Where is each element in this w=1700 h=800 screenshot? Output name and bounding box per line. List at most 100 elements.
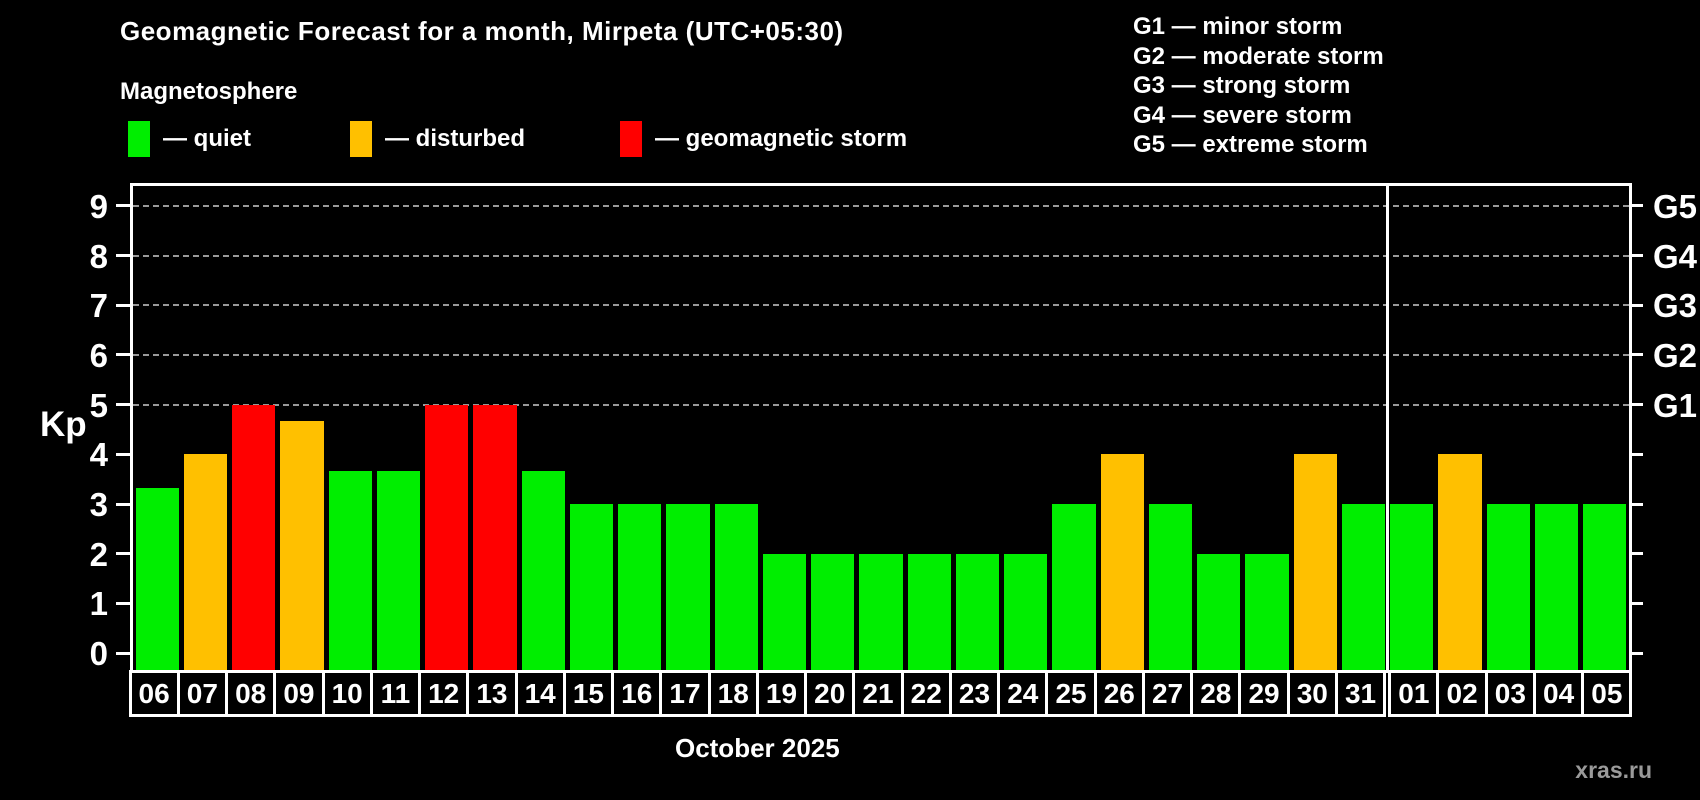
y-tick-left-6 (116, 353, 130, 357)
y-tick-left-7 (116, 303, 130, 307)
bar-day-22 (907, 553, 951, 673)
y-tick-right-7 (1629, 303, 1643, 307)
bar-day-27 (1148, 504, 1193, 673)
day-label-09: 09 (273, 670, 325, 717)
g-axis-label-g3: G3 (1653, 287, 1698, 325)
day-label-12: 12 (418, 670, 470, 717)
y-tick-left-1 (116, 601, 130, 605)
day-label-19: 19 (755, 670, 808, 717)
bar-day-07 (183, 454, 227, 673)
day-label-02: 02 (1436, 670, 1488, 717)
x-axis-title: October 2025 (674, 733, 840, 763)
day-label-26: 26 (1093, 670, 1145, 717)
day-label-10: 10 (321, 670, 373, 717)
y-tick-left-3 (116, 502, 130, 506)
y-tick-label-5: 5 (89, 386, 108, 424)
bar-day-01 (1390, 504, 1434, 673)
plot-area: 0 1 2 3 4 5 6 7 8 9 G1 G2 G3 G4 G5 (90, 183, 1697, 673)
day-label-22: 22 (900, 670, 952, 717)
y-tick-right-3 (1629, 502, 1643, 506)
bar-day-14 (521, 470, 565, 673)
bar-day-12 (425, 404, 469, 673)
bar-day-26 (1100, 454, 1144, 673)
g-legend-line-g4: G4 — severe storm (1133, 101, 1352, 129)
y-tick-right-9 (1629, 204, 1643, 208)
y-tick-label-8: 8 (89, 237, 108, 275)
g-legend-line-g1: G1 — minor storm (1133, 13, 1343, 40)
bar-day-11 (376, 470, 421, 673)
y-tick-right-1 (1629, 601, 1643, 605)
storm-swatch-icon (620, 121, 642, 157)
y-tick-right-6 (1629, 353, 1643, 357)
day-label-05: 05 (1581, 670, 1633, 717)
day-label-23: 23 (948, 670, 1001, 717)
day-label-08: 08 (225, 670, 277, 717)
day-label-16: 16 (611, 670, 663, 717)
day-label-21: 21 (852, 670, 904, 717)
bar-day-04 (1534, 504, 1579, 673)
day-label-28: 28 (1190, 670, 1242, 717)
y-tick-label-3: 3 (89, 486, 108, 524)
day-label-07: 07 (176, 670, 228, 717)
day-label-13: 13 (466, 670, 518, 717)
bar-day-09 (280, 421, 324, 673)
legend-item-storm: — geomagnetic storm (620, 120, 907, 158)
bar-day-28 (1197, 553, 1241, 673)
y-tick-right-0 (1629, 651, 1643, 655)
bar-day-17 (666, 504, 710, 673)
y-tick-label-2: 2 (89, 535, 108, 573)
grid-line-kp6 (133, 353, 1629, 356)
bar-day-02 (1438, 454, 1482, 673)
legend-item-quiet: — quiet (128, 120, 251, 158)
grid-line-kp8 (133, 254, 1629, 257)
y-tick-left-8 (116, 254, 130, 258)
day-label-06: 06 (128, 670, 180, 717)
bar-day-23 (955, 553, 1000, 673)
bar-day-06 (135, 487, 179, 673)
day-label-03: 03 (1484, 670, 1536, 717)
y-tick-label-9: 9 (89, 187, 108, 225)
y-tick-right-4 (1629, 452, 1643, 456)
y-tick-label-6: 6 (89, 336, 108, 374)
day-label-04: 04 (1532, 670, 1585, 717)
legend-label-disturbed: — disturbed (385, 125, 526, 152)
day-label-20: 20 (804, 670, 856, 717)
bar-day-13 (473, 404, 517, 673)
bar-day-03 (1486, 504, 1530, 673)
g-legend-line-g5: G5 — extreme storm (1133, 131, 1368, 158)
day-label-01: 01 (1388, 670, 1440, 717)
g-scale-legend: G1 — minor storm G2 — moderate storm G3 … (1133, 12, 1384, 160)
day-label-18: 18 (707, 670, 759, 717)
bar-day-18 (714, 504, 758, 673)
grid-line-kp9 (133, 204, 1629, 207)
bar-day-15 (569, 504, 614, 673)
day-label-30: 30 (1286, 670, 1338, 717)
day-label-15: 15 (562, 670, 615, 717)
bar-day-19 (762, 553, 807, 673)
day-axis: 06 07 08 09 10 11 12 13 14 15 16 17 18 19 20 21 22 23 24 25… (128, 670, 1650, 718)
day-label-29: 29 (1238, 670, 1290, 717)
bar-day-08 (232, 404, 276, 673)
day-label-25: 25 (1045, 670, 1097, 717)
g-axis-label-g2: G2 (1653, 336, 1698, 374)
day-label-27: 27 (1141, 670, 1194, 717)
y-tick-label-1: 1 (89, 585, 108, 623)
y-tick-left-5 (116, 403, 130, 407)
grid-line-kp7 (133, 304, 1629, 307)
g-legend-line-g2: G2 — moderate storm (1133, 42, 1384, 70)
g-axis-label-g5: G5 (1653, 187, 1698, 225)
y-tick-left-0 (116, 651, 130, 655)
y-tick-right-2 (1629, 552, 1643, 556)
y-axis-title: Kp (40, 405, 87, 444)
grid-line-kp5 (133, 403, 1629, 406)
y-tick-left-9 (116, 204, 130, 208)
bar-day-24 (1004, 553, 1048, 673)
magnetosphere-label: Magnetosphere (120, 78, 298, 105)
day-label-14: 14 (514, 670, 566, 717)
g-axis-label-g4: G4 (1653, 237, 1698, 275)
y-tick-right-5 (1629, 403, 1643, 407)
day-label-11: 11 (369, 670, 422, 717)
legend-item-disturbed: — disturbed (350, 120, 525, 158)
day-label-24: 24 (997, 670, 1049, 717)
